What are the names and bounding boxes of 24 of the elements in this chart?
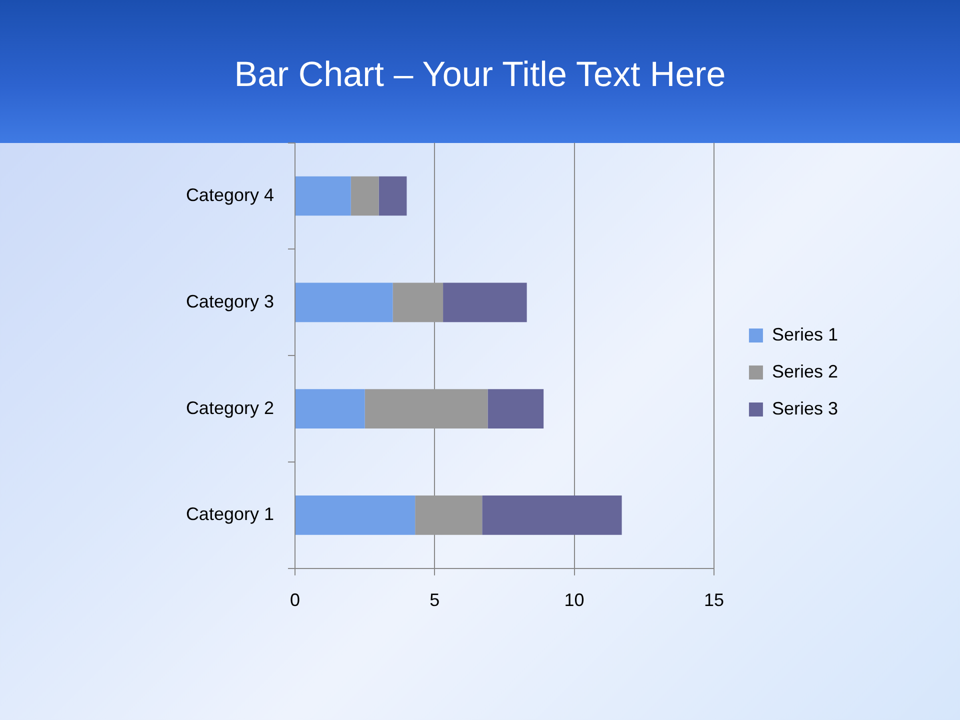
chart-title: Bar Chart – Your Title Text Here xyxy=(233,54,727,96)
y-tick-label: Category 3 xyxy=(186,291,274,312)
legend-label: Series 3 xyxy=(772,398,838,418)
bar xyxy=(415,496,482,535)
bar xyxy=(350,176,379,216)
bar xyxy=(488,389,544,428)
bar xyxy=(364,389,488,428)
bar xyxy=(296,496,416,535)
x-tick-label: 15 xyxy=(704,590,724,610)
y-tick-label: Category 1 xyxy=(186,504,274,524)
x-tick-label: 5 xyxy=(430,590,440,610)
x-tick-label: 0 xyxy=(290,590,300,610)
legend-label: Series 1 xyxy=(772,324,838,344)
bar xyxy=(296,389,365,428)
bar xyxy=(482,496,622,535)
bar xyxy=(392,282,444,322)
bar xyxy=(443,282,527,322)
x-tick-label: 10 xyxy=(564,590,584,610)
y-tick-label: Category 2 xyxy=(186,398,274,418)
bar xyxy=(296,282,393,322)
bar xyxy=(378,176,407,216)
y-tick-label: Category 4 xyxy=(186,184,274,205)
bar xyxy=(296,176,351,216)
legend-label: Series 2 xyxy=(772,361,838,382)
